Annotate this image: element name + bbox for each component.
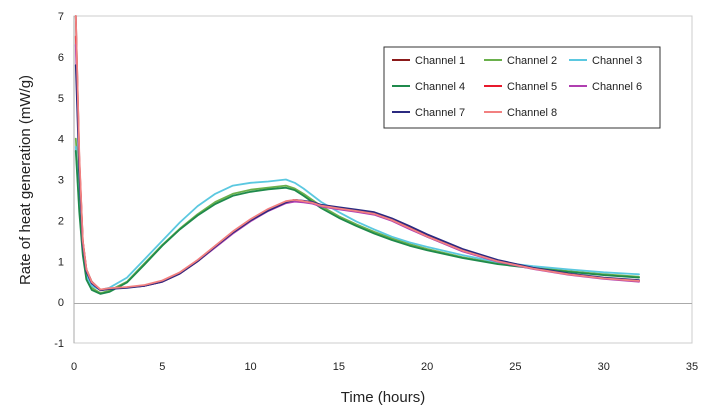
legend-label: Channel 1 xyxy=(415,55,465,67)
legend-label: Channel 6 xyxy=(592,81,642,93)
y-tick-labels: -1 0 1 2 3 4 5 6 7 xyxy=(54,11,64,350)
y-tick-label: 5 xyxy=(58,93,64,105)
x-axis-title: Time (hours) xyxy=(341,389,425,406)
y-tick-label: 1 xyxy=(58,256,64,268)
y-tick-label: 3 xyxy=(58,175,64,187)
x-tick-label: 25 xyxy=(509,361,521,373)
y-tick-label: 0 xyxy=(58,297,64,309)
x-tick-label: 20 xyxy=(421,361,433,373)
y-tick-label: 4 xyxy=(58,134,64,146)
y-tick-label: 7 xyxy=(58,11,64,23)
legend-label: Channel 4 xyxy=(415,81,465,93)
legend-label: Channel 3 xyxy=(592,55,642,67)
legend-label: Channel 7 xyxy=(415,107,465,119)
series-line-channel-8 xyxy=(74,15,640,291)
y-tick-label: -1 xyxy=(54,338,64,350)
x-tick-label: 5 xyxy=(159,361,165,373)
legend: Channel 1 Channel 2 Channel 3 Channel 4 Chan… xyxy=(383,46,661,129)
legend-label: Channel 8 xyxy=(507,107,557,119)
series-line-channel-4 xyxy=(74,149,640,295)
x-tick-labels: 0 5 10 15 20 25 30 35 xyxy=(71,361,698,373)
y-axis-title: Rate of heat generation (mW/g) xyxy=(17,75,34,285)
x-tick-label: 0 xyxy=(71,361,77,373)
series-group xyxy=(74,15,640,295)
x-tick-label: 15 xyxy=(333,361,345,373)
y-tick-label: 6 xyxy=(58,52,64,64)
x-tick-label: 10 xyxy=(244,361,256,373)
legend-label: Channel 2 xyxy=(507,55,557,67)
x-tick-label: 30 xyxy=(598,361,610,373)
y-tick-label: 2 xyxy=(58,215,64,227)
legend-label: Channel 5 xyxy=(507,81,557,93)
x-tick-label: 35 xyxy=(686,361,698,373)
legend-box xyxy=(383,46,661,129)
